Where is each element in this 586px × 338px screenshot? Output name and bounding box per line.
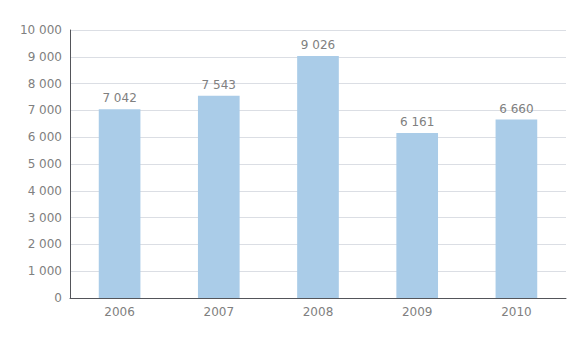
svg-text:5 000: 5 000 — [28, 157, 62, 171]
svg-text:2009: 2009 — [402, 305, 433, 319]
svg-text:7 042: 7 042 — [102, 91, 136, 105]
svg-text:1 000: 1 000 — [28, 264, 62, 278]
svg-text:2 000: 2 000 — [28, 237, 62, 251]
svg-text:3 000: 3 000 — [28, 211, 62, 225]
svg-text:7 000: 7 000 — [28, 103, 62, 117]
svg-text:4 000: 4 000 — [28, 184, 62, 198]
svg-text:6 660: 6 660 — [499, 102, 533, 116]
svg-text:6 161: 6 161 — [400, 115, 434, 129]
svg-text:8 000: 8 000 — [28, 77, 62, 91]
svg-text:2006: 2006 — [104, 305, 135, 319]
svg-text:6 000: 6 000 — [28, 130, 62, 144]
svg-text:7 543: 7 543 — [202, 78, 236, 92]
svg-text:2007: 2007 — [204, 305, 235, 319]
svg-text:10 000: 10 000 — [20, 23, 62, 37]
svg-text:9 026: 9 026 — [301, 38, 335, 52]
svg-text:0: 0 — [54, 291, 62, 305]
svg-text:9 000: 9 000 — [28, 50, 62, 64]
svg-text:2008: 2008 — [303, 305, 334, 319]
svg-text:2010: 2010 — [501, 305, 532, 319]
